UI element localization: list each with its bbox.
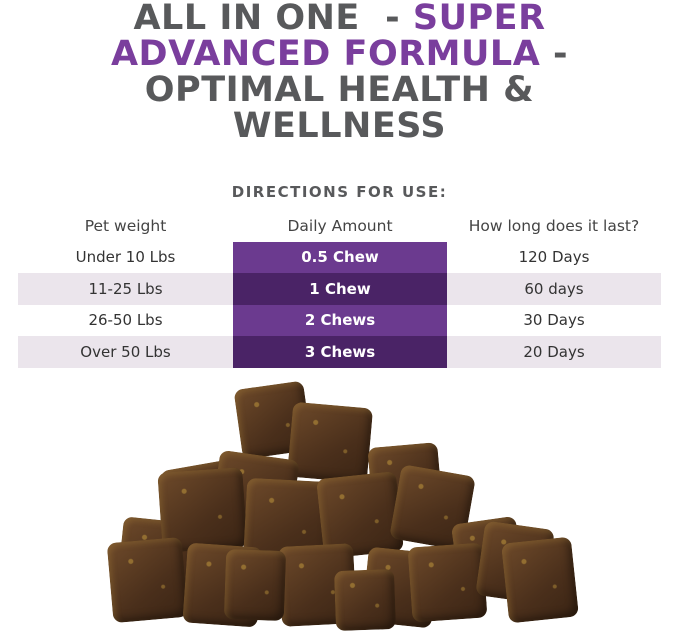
table-header: Pet weight Daily Amount How long does it…: [18, 210, 661, 242]
headline: ALL IN ONE - SUPER ADVANCED FORMULA - OP…: [0, 0, 679, 144]
table-row: 11-25 Lbs 1 Chew 60 days: [18, 273, 661, 305]
header-daily-amount: Daily Amount: [287, 216, 393, 235]
table-row: 26-50 Lbs 2 Chews 30 Days: [18, 304, 661, 336]
chew-piece: [407, 542, 488, 623]
header-pet-weight: Pet weight: [84, 216, 167, 235]
pet-weight-cell: Under 10 Lbs: [75, 248, 176, 267]
chew-piece: [106, 536, 189, 624]
headline-line-4: WELLNESS: [232, 106, 447, 146]
pet-weight-cell: 11-25 Lbs: [88, 279, 163, 298]
duration-cell: 30 Days: [523, 311, 585, 330]
headline-line-2: ADVANCED FORMULA -: [110, 34, 569, 74]
daily-amount-cell: 3 Chews: [233, 336, 447, 368]
daily-amount-cell: 0.5 Chew: [233, 241, 447, 273]
daily-amount-cell: 2 Chews: [233, 304, 447, 336]
table-row: Under 10 Lbs 0.5 Chew 120 Days: [18, 241, 661, 273]
pet-weight-cell: Over 50 Lbs: [80, 342, 171, 361]
daily-amount-cell: 1 Chew: [233, 273, 447, 305]
duration-cell: 60 days: [524, 279, 584, 298]
table-row: Over 50 Lbs 3 Chews 20 Days: [18, 336, 661, 368]
pet-weight-cell: 26-50 Lbs: [88, 311, 163, 330]
chew-piece: [333, 568, 397, 632]
header-duration: How long does it last?: [468, 216, 640, 235]
duration-cell: 20 Days: [523, 342, 585, 361]
duration-cell: 120 Days: [518, 248, 590, 267]
chew-piece: [223, 548, 287, 622]
headline-line-3: OPTIMAL HEALTH &: [144, 70, 535, 110]
directions-title: DIRECTIONS FOR USE:: [231, 183, 448, 201]
chew-piece: [501, 536, 579, 624]
chew-piece: [286, 401, 374, 484]
headline-line-1: ALL IN ONE - SUPER: [133, 0, 546, 38]
dosage-table: Pet weight Daily Amount How long does it…: [18, 210, 661, 368]
chews-image: [0, 370, 679, 639]
